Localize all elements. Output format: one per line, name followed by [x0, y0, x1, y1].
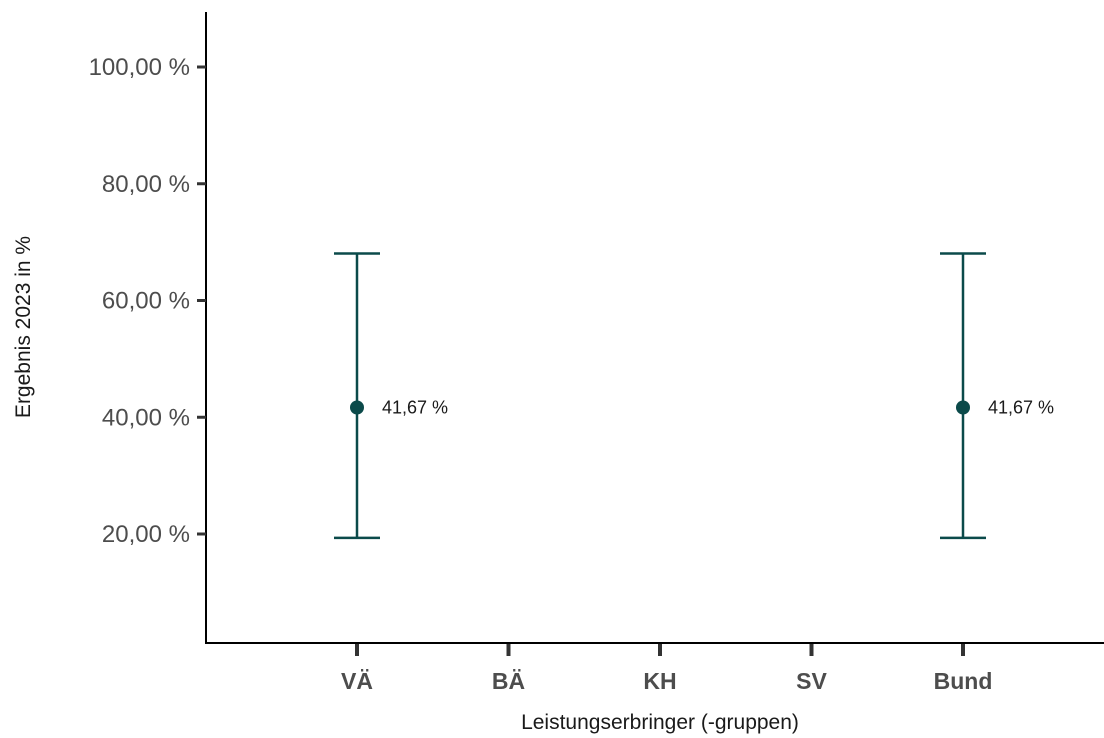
y-axis-title: Ergebnis 2023 in %	[12, 236, 35, 418]
data-point	[956, 400, 970, 415]
x-tick-label: BÄ	[492, 668, 525, 694]
data-label: 41,67 %	[382, 398, 448, 418]
y-ticks: 20,00 % 40,00 % 60,00 % 80,00 % 100,00 %	[89, 54, 206, 548]
x-tick-label: Bund	[934, 668, 993, 694]
data-marks: 41,67 % 41,67 %	[334, 252, 1054, 540]
y-tick-label: 20,00 %	[102, 521, 190, 548]
y-tick-label: 100,00 %	[89, 54, 190, 81]
x-tick-label: KH	[643, 668, 676, 694]
x-tick-label: SV	[796, 668, 827, 694]
y-tick-label: 80,00 %	[102, 171, 190, 198]
data-point	[350, 400, 364, 415]
x-tick-label: VÄ	[341, 668, 373, 694]
x-ticks: VÄ BÄ KH SV Bund	[341, 644, 992, 694]
x-axis-title: Leistungserbringer (-gruppen)	[521, 711, 799, 734]
y-tick-label: 60,00 %	[102, 288, 190, 315]
data-label: 41,67 %	[988, 398, 1054, 418]
axes	[205, 12, 1104, 644]
y-tick-label: 40,00 %	[102, 404, 190, 431]
